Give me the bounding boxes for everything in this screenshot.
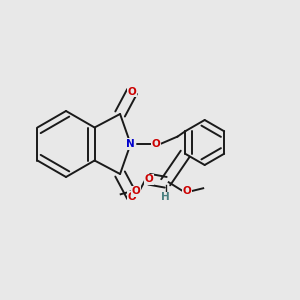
Text: O: O — [145, 174, 154, 184]
Text: H: H — [161, 192, 170, 202]
Text: N: N — [126, 139, 135, 149]
Text: O: O — [182, 186, 191, 196]
Text: O: O — [128, 86, 136, 97]
Text: O: O — [131, 186, 140, 196]
Text: O: O — [128, 191, 136, 202]
Text: O: O — [152, 139, 161, 149]
